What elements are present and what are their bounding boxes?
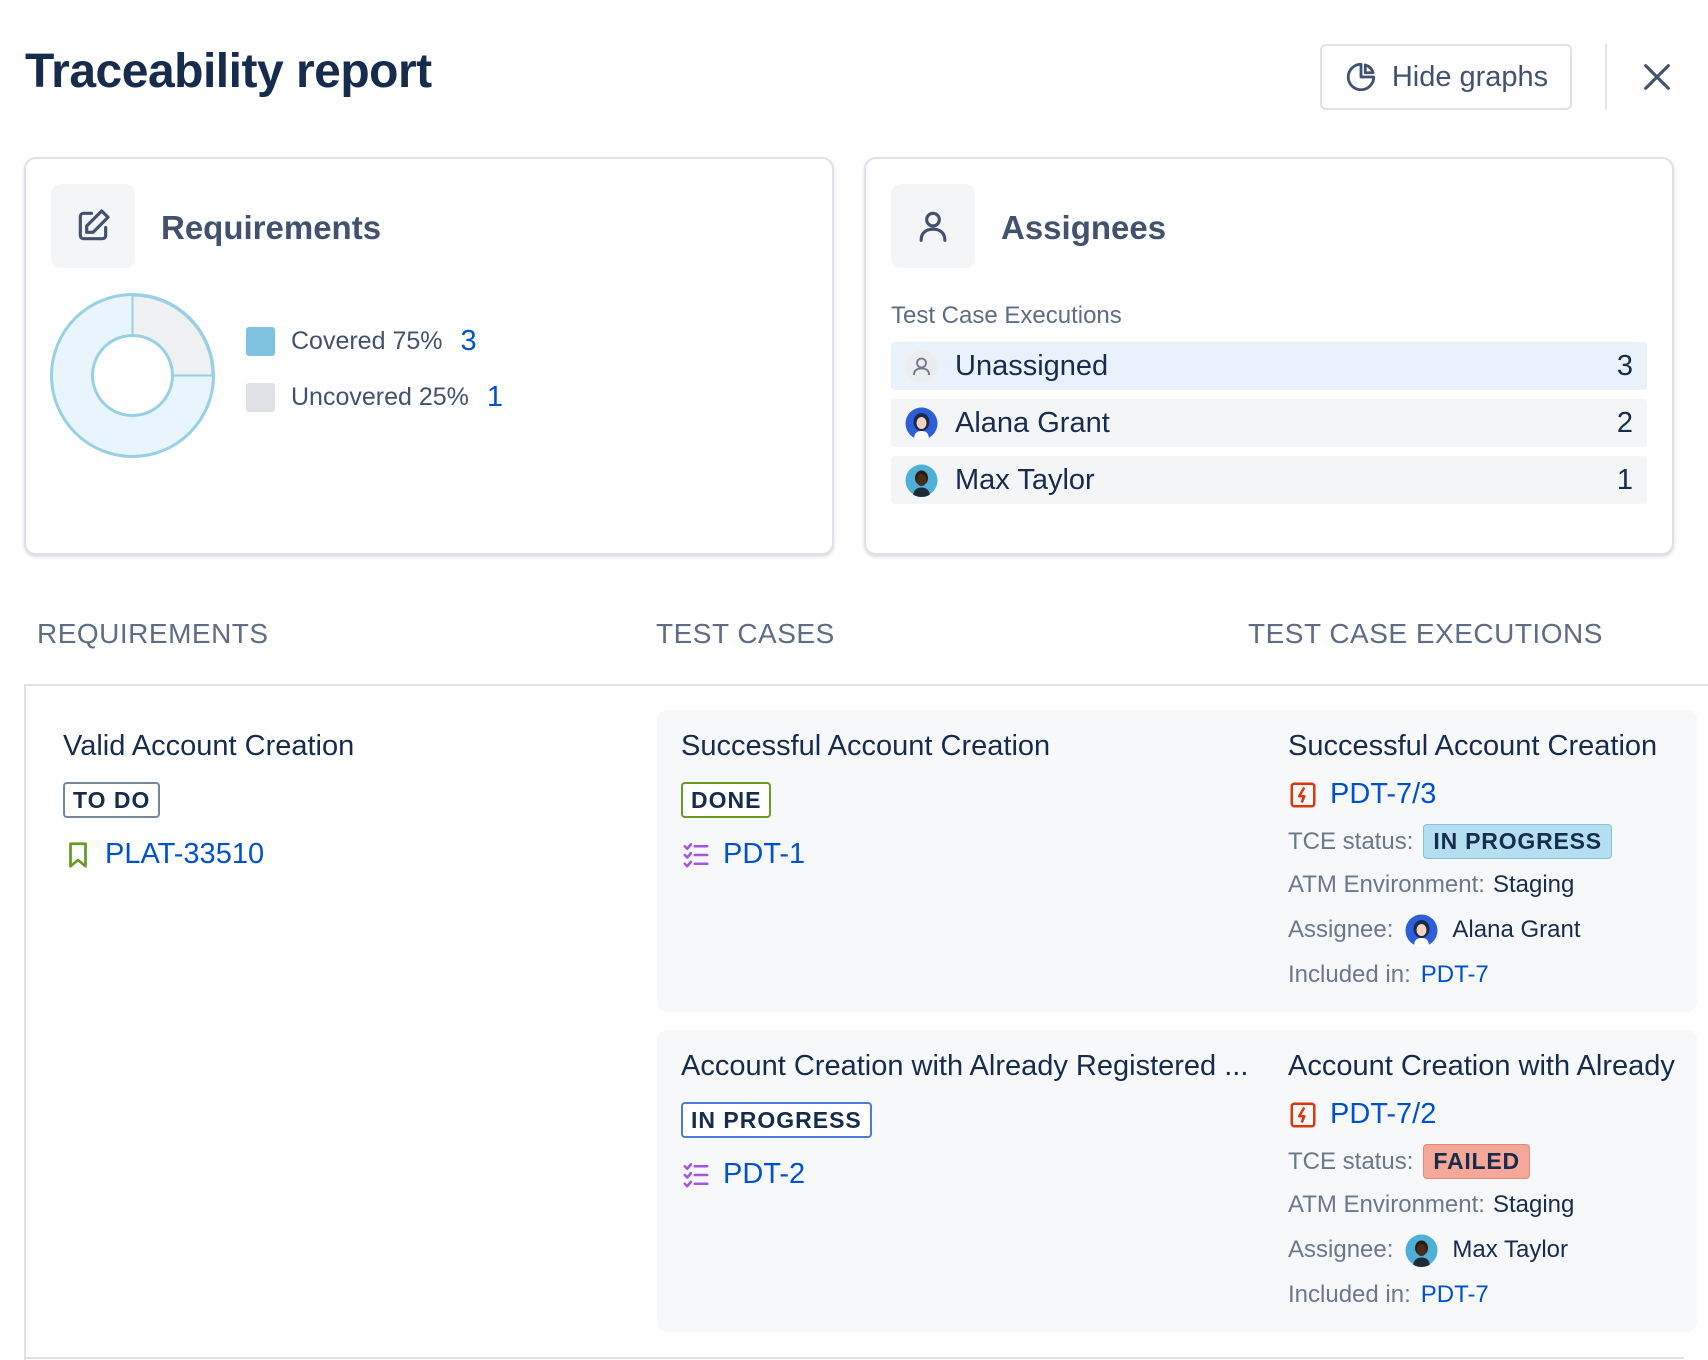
execution-assignee: Assignee: Alana Grant (1288, 912, 1580, 948)
assignees-card-icon-box (891, 184, 975, 268)
included-in-label: Included in: (1288, 1281, 1411, 1308)
assignee-label: Assignee: (1288, 916, 1394, 943)
environment-value: Staging (1492, 871, 1575, 898)
requirements-card-icon-box (51, 184, 135, 268)
requirements-card: Requirements Covered 75% 3 Uncovered 25%… (24, 157, 834, 555)
test-case-issue-link[interactable]: PDT-2 (681, 1158, 805, 1191)
requirement-title: Valid Account Creation (63, 730, 355, 762)
assignees-card: Assignees Test Case Executions Unassigne… (864, 157, 1674, 555)
requirements-card-title: Requirements (161, 209, 382, 246)
bookmark-icon (69, 841, 87, 868)
close-button[interactable] (1632, 52, 1682, 102)
included-in-link[interactable]: PDT-7 (1420, 1281, 1489, 1308)
execution-tce-status: TCE status: IN PROGRESS (1288, 824, 1612, 859)
covered-label: Covered 75% (291, 327, 443, 355)
legend-uncovered: Uncovered 25% 1 (246, 381, 503, 414)
unassigned-avatar-icon (905, 350, 938, 382)
assignee-count: 1 (1616, 463, 1633, 496)
execution-included-in: Included in: PDT-7 (1288, 961, 1489, 989)
assignee-row-max-taylor[interactable]: Max Taylor 1 (891, 456, 1647, 504)
alana-grant-avatar (905, 407, 938, 440)
uncovered-swatch (246, 383, 275, 412)
environment-value: Staging (1492, 1191, 1575, 1218)
execution-icon (1290, 782, 1316, 807)
covered-swatch (246, 327, 275, 356)
close-icon (1644, 64, 1670, 90)
alana-grant-avatar (1405, 914, 1438, 947)
uncovered-label: Uncovered 25% (291, 383, 469, 411)
execution-issue-link[interactable]: PDT-7/3 (1288, 778, 1436, 811)
test-case-title: Successful Account Creation (681, 730, 1051, 762)
tce-status-badge: FAILED (1423, 1144, 1530, 1179)
test-case-status-badge: DONE (681, 782, 772, 818)
execution-environment: ATM Environment: Staging (1288, 1191, 1574, 1219)
execution-key: PDT-7/3 (1330, 778, 1437, 810)
column-header-requirements: REQUIREMENTS (37, 618, 269, 649)
test-case-status-badge: IN PROGRESS (681, 1102, 872, 1138)
tce-status-label: TCE status: (1288, 1147, 1414, 1175)
test-case-title: Account Creation with Already Registered… (681, 1050, 1249, 1082)
legend-covered: Covered 75% 3 (246, 325, 477, 358)
table-bottom-border (24, 1357, 1684, 1359)
environment-label: ATM Environment: (1288, 1191, 1485, 1218)
assignee-value: Alana Grant (1452, 916, 1581, 943)
assignee-name: Unassigned (955, 349, 1109, 382)
page-title: Traceability report (25, 45, 432, 98)
assignee-row-alana-grant[interactable]: Alana Grant 2 (891, 399, 1647, 447)
tce-status-badge: IN PROGRESS (1423, 824, 1612, 859)
execution-title: Account Creation with Already (1288, 1050, 1675, 1082)
environment-label: ATM Environment: (1288, 871, 1485, 898)
test-case-key: PDT-2 (723, 1158, 806, 1190)
requirement-key: PLAT-33510 (105, 838, 265, 870)
test-case-key: PDT-1 (723, 838, 806, 870)
included-in-link[interactable]: PDT-7 (1420, 961, 1489, 988)
execution-title: Successful Account Creation (1288, 730, 1658, 762)
edit-icon (78, 209, 110, 241)
column-header-test-cases: TEST CASES (656, 618, 835, 649)
execution-environment: ATM Environment: Staging (1288, 871, 1574, 899)
execution-assignee: Assignee: Max Taylor (1288, 1232, 1568, 1268)
assignee-count: 2 (1616, 406, 1633, 439)
assignee-label: Assignee: (1288, 1236, 1394, 1263)
column-header-test-case-executions: TEST CASE EXECUTIONS (1248, 618, 1603, 649)
execution-issue-link[interactable]: PDT-7/2 (1288, 1098, 1436, 1131)
assignee-row-unassigned[interactable]: Unassigned 3 (891, 342, 1647, 390)
test-case-row-2 (657, 1030, 1697, 1332)
assignees-card-title: Assignees (1001, 209, 1167, 246)
assignees-subtitle: Test Case Executions (891, 302, 1122, 329)
pie-chart-icon (1346, 62, 1375, 92)
test-case-row-1 (657, 710, 1697, 1012)
hide-graphs-button[interactable]: Hide graphs (1320, 44, 1572, 110)
test-case-issue-link[interactable]: PDT-1 (681, 838, 805, 871)
assignee-value: Max Taylor (1452, 1236, 1568, 1263)
traceability-table (24, 684, 1708, 1360)
checklist-icon (683, 1162, 709, 1187)
execution-icon (1290, 1102, 1316, 1127)
assignee-name: Alana Grant (955, 406, 1110, 439)
requirement-status-badge: TO DO (63, 782, 161, 818)
header-divider (1605, 44, 1607, 110)
coverage-donut-chart (50, 293, 215, 458)
covered-count[interactable]: 3 (460, 325, 477, 357)
hide-graphs-label: Hide graphs (1391, 60, 1549, 93)
max-taylor-avatar (1405, 1234, 1438, 1267)
execution-included-in: Included in: PDT-7 (1288, 1281, 1489, 1309)
assignee-count: 3 (1616, 349, 1633, 382)
person-icon (919, 211, 947, 242)
included-in-label: Included in: (1288, 961, 1411, 988)
assignee-name: Max Taylor (955, 463, 1095, 496)
tce-status-label: TCE status: (1288, 827, 1414, 855)
execution-tce-status: TCE status: FAILED (1288, 1144, 1530, 1179)
uncovered-count[interactable]: 1 (486, 381, 504, 413)
execution-key: PDT-7/2 (1330, 1098, 1437, 1130)
requirement-issue-link[interactable]: PLAT-33510 (63, 838, 264, 871)
checklist-icon (683, 842, 709, 867)
max-taylor-avatar (905, 464, 938, 497)
